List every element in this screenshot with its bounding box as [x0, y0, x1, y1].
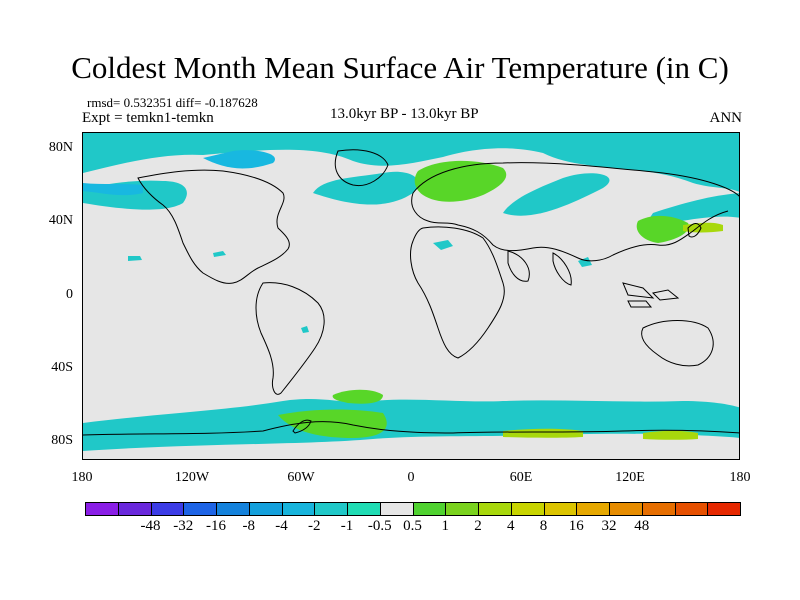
west-cool-patch — [203, 150, 275, 169]
japan-coast — [687, 223, 702, 238]
east-asia-warm-tail — [683, 222, 723, 233]
southeast-asia-islands — [622, 282, 680, 308]
lon-label-180e: 180 — [729, 470, 751, 485]
colorbar-label: 0.5 — [403, 518, 422, 534]
colorbar-swatch — [412, 502, 447, 516]
southern-ocean-warm-stripe-2 — [643, 430, 698, 440]
colorbar-swatch — [248, 502, 283, 516]
antarctic-peninsula — [292, 419, 312, 434]
tropical-patch-2 — [128, 256, 142, 261]
map-panel — [82, 132, 740, 460]
colorbar-label: 32 — [601, 518, 617, 534]
colorbar-swatch — [510, 502, 545, 516]
eurasia-coast — [411, 162, 739, 262]
lat-label-40n: 40N — [48, 213, 73, 228]
colorbar-label: -1 — [340, 518, 354, 534]
colorbar-label: -32 — [173, 518, 194, 534]
experiment-line: Expt = temkn1-temkn — [82, 110, 214, 126]
lon-label-120e: 120E — [615, 470, 645, 485]
lat-label-80n: 80N — [48, 140, 73, 155]
anomaly-fill — [83, 133, 739, 451]
tropical-patch-1 — [433, 240, 453, 250]
lon-label-0: 0 — [407, 470, 415, 485]
colorbar-label: -0.5 — [367, 518, 392, 534]
colorbar-swatch — [379, 502, 414, 516]
colorbar-label: 2 — [474, 518, 482, 534]
tropical-patch-5 — [301, 326, 309, 333]
colorbar-swatch — [445, 502, 479, 516]
southern-ocean-warm-island — [332, 389, 383, 404]
lon-label-180w: 180 — [71, 470, 93, 485]
stats-line: rmsd= 0.532351 diff= -0.187628 — [87, 95, 258, 110]
north-atlantic-cool-region — [313, 171, 419, 205]
colorbar-swatch — [543, 502, 578, 516]
colorbar-label: -16 — [206, 518, 226, 534]
arctic-cool-region — [83, 133, 739, 192]
antarctica-coast — [83, 421, 739, 436]
colorbar-label: 1 — [441, 518, 450, 534]
colorbar-label: -2 — [308, 518, 321, 534]
southern-ocean-warm-band — [278, 409, 387, 438]
lon-label-120w: 120W — [174, 470, 210, 485]
lon-label-60w: 60W — [287, 470, 315, 485]
colorbar-swatch — [150, 502, 185, 516]
east-asia-warm-region — [636, 215, 689, 243]
colorbar-swatch — [641, 502, 676, 516]
colorbar-swatch — [347, 502, 381, 516]
colorbar-label: -48 — [140, 518, 161, 534]
season-label: ANN — [709, 110, 743, 126]
colorbar-swatch — [117, 502, 152, 516]
lat-label-80s: 80S — [51, 433, 73, 448]
asia-cool-region — [503, 173, 610, 216]
australia-coast — [641, 320, 714, 367]
colorbar — [85, 502, 741, 516]
lon-label-60e: 60E — [509, 470, 533, 485]
south-america-coast — [255, 282, 325, 395]
colorbar-swatch — [707, 502, 741, 516]
europe-warm-region — [414, 160, 507, 202]
colorbar-label: 8 — [539, 518, 548, 534]
africa-coast — [410, 226, 505, 359]
coastlines — [83, 149, 739, 436]
colorbar-label: -8 — [242, 518, 256, 534]
colorbar-swatch — [674, 502, 709, 516]
arabia-india-coast — [507, 250, 572, 286]
north-pacific-stripe — [83, 183, 143, 196]
colorbar-swatch — [576, 502, 610, 516]
tropical-patch-4 — [578, 257, 592, 267]
colorbar-swatch — [216, 502, 250, 516]
southern-ocean-warm-stripe — [503, 428, 583, 438]
southern-ocean-cool-band — [83, 399, 739, 451]
chart-title: Coldest Month Mean Surface Air Temperatu… — [71, 50, 729, 85]
lat-label-0: 0 — [66, 287, 73, 302]
lat-label-40s: 40S — [51, 360, 73, 375]
colorbar-swatch — [281, 502, 316, 516]
period-label: 13.0kyr BP - 13.0kyr BP — [330, 106, 479, 122]
greenland-coast — [334, 149, 389, 187]
north-america-coast — [137, 169, 290, 284]
colorbar-label: 16 — [568, 518, 584, 534]
colorbar-swatch — [609, 502, 643, 516]
colorbar-swatch — [183, 502, 217, 516]
colorbar-label: 4 — [507, 518, 515, 534]
map-svg — [83, 133, 739, 451]
colorbar-swatch — [314, 502, 348, 516]
colorbar-swatch — [85, 502, 119, 516]
colorbar-label: 48 — [634, 518, 650, 534]
colorbar-swatch — [478, 502, 512, 516]
tropical-patch-3 — [213, 251, 226, 257]
colorbar-label: -4 — [275, 518, 288, 534]
